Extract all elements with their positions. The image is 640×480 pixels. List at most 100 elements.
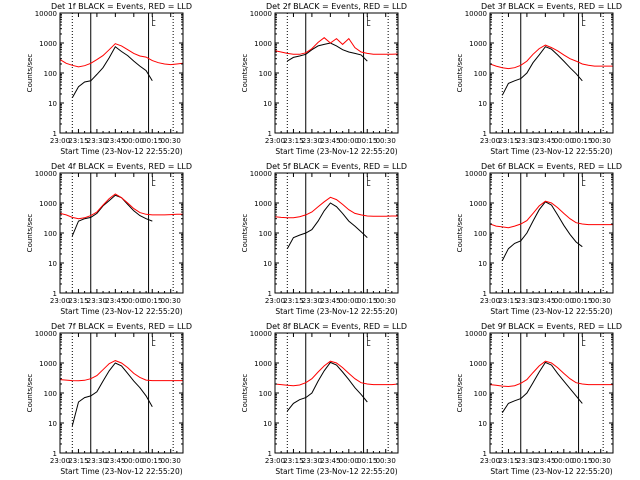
x-axis-label: Start Time (23-Nov-12 22:55:20) [275, 467, 397, 476]
x-tick-label: 23:15 [283, 297, 303, 305]
panel-title: Det 3f BLACK = Events, RED = LLD [481, 2, 622, 11]
x-tick-label: 23:15 [283, 137, 303, 145]
y-tick-label: 10000 [250, 330, 272, 338]
lld-series-line [60, 360, 183, 382]
detector-panel: Det 6f BLACK = Events, RED = LLD LL 1 10 100… [456, 162, 622, 316]
x-axis-label: Start Time (23-Nov-12 22:55:20) [275, 147, 397, 156]
x-tick-label: 23:15 [68, 297, 88, 305]
x-tick-label: 23:30 [302, 137, 322, 145]
detector-panel: Det 5f BLACK = Events, RED = LLD LL 1 10 100… [241, 162, 407, 316]
lld-series-line [275, 360, 398, 387]
events-series-line [501, 361, 583, 413]
x-tick-label: 23:30 [302, 457, 322, 465]
events-series-line [71, 194, 153, 237]
x-tick-label: 23:00 [480, 137, 500, 145]
plot-frame [274, 12, 399, 134]
x-tick-label: 00:00 [339, 457, 359, 465]
x-axis-label: Start Time (23-Nov-12 22:55:20) [60, 307, 182, 316]
y-tick-label: 100 [259, 230, 272, 238]
x-tick-label: 23:00 [50, 457, 70, 465]
y-tick-label: 100 [259, 70, 272, 78]
y-axis-label: Counts/sec [241, 214, 249, 253]
y-tick-label: 100 [474, 390, 487, 398]
y-tick-label: 100 [44, 70, 57, 78]
x-tick-label: 00:30 [376, 457, 396, 465]
x-tick-label: 23:00 [265, 137, 285, 145]
x-tick-label: 23:15 [498, 137, 518, 145]
panel-title: Det 9f BLACK = Events, RED = LLD [481, 322, 622, 331]
y-axis-label: Counts/sec [241, 54, 249, 93]
y-tick-label: 1 [268, 450, 272, 458]
y-tick-label: 10 [263, 260, 272, 268]
events-series-line [286, 202, 368, 249]
x-tick-label: 00:30 [161, 137, 181, 145]
corner-mark: L [582, 180, 586, 188]
plot-frame [489, 332, 614, 454]
y-tick-label: 1000 [39, 40, 57, 48]
series-group [60, 43, 183, 98]
x-tick-label: 23:45 [535, 137, 555, 145]
x-tick-label: 00:15 [357, 457, 377, 465]
panel-title: Det 2f BLACK = Events, RED = LLD [266, 2, 407, 11]
y-tick-label: 1000 [254, 40, 272, 48]
panel-title: Det 8f BLACK = Events, RED = LLD [266, 322, 407, 331]
x-tick-label: 23:45 [320, 137, 340, 145]
series-group [275, 37, 398, 62]
y-tick-label: 1 [53, 130, 57, 138]
y-tick-label: 1000 [469, 360, 487, 368]
x-tick-label: 00:00 [554, 137, 574, 145]
x-tick-label: 00:15 [572, 137, 592, 145]
y-tick-label: 1 [268, 130, 272, 138]
x-tick-label: 23:00 [480, 457, 500, 465]
y-tick-label: 10 [478, 260, 487, 268]
events-series-line [501, 46, 583, 96]
x-tick-label: 23:45 [535, 457, 555, 465]
y-tick-label: 10 [478, 420, 487, 428]
y-tick-label: 1000 [254, 360, 272, 368]
corner-mark: L [367, 20, 371, 28]
y-tick-label: 1000 [469, 40, 487, 48]
y-tick-label: 1 [53, 450, 57, 458]
series-group [60, 193, 183, 237]
y-tick-label: 1 [483, 450, 487, 458]
plot-frame [59, 332, 184, 454]
x-axis-label: Start Time (23-Nov-12 22:55:20) [60, 467, 182, 476]
x-tick-label: 00:30 [376, 137, 396, 145]
detector-panel: Det 8f BLACK = Events, RED = LLD LL 1 10 100… [241, 322, 407, 476]
x-tick-label: 00:15 [142, 137, 162, 145]
x-tick-label: 23:45 [105, 297, 125, 305]
x-tick-label: 23:30 [87, 297, 107, 305]
x-axis-label: Start Time (23-Nov-12 22:55:20) [490, 147, 612, 156]
x-tick-label: 23:00 [265, 297, 285, 305]
x-tick-label: 23:00 [50, 137, 70, 145]
x-tick-label: 00:00 [554, 457, 574, 465]
series-group [275, 360, 398, 412]
events-series-line [501, 201, 583, 261]
y-tick-label: 10000 [250, 10, 272, 18]
lld-series-line [275, 37, 398, 55]
y-tick-label: 10 [48, 100, 57, 108]
x-tick-label: 00:30 [161, 297, 181, 305]
x-tick-label: 23:30 [87, 137, 107, 145]
plot-frame [489, 172, 614, 294]
y-axis-label: Counts/sec [241, 374, 249, 413]
corner-mark: L [582, 20, 586, 28]
panel-title: Det 6f BLACK = Events, RED = LLD [481, 162, 622, 171]
x-axis-label: Start Time (23-Nov-12 22:55:20) [490, 307, 612, 316]
y-tick-label: 10 [263, 100, 272, 108]
panel-title: Det 4f BLACK = Events, RED = LLD [51, 162, 192, 171]
x-tick-label: 00:30 [376, 297, 396, 305]
lld-series-line [60, 43, 183, 68]
y-tick-label: 1 [483, 130, 487, 138]
y-tick-label: 100 [44, 230, 57, 238]
y-tick-label: 1000 [254, 200, 272, 208]
x-tick-label: 00:30 [591, 457, 611, 465]
series-group [490, 360, 613, 413]
detector-panel: Det 3f BLACK = Events, RED = LLD LL 1 10 100… [456, 2, 622, 156]
x-tick-label: 23:45 [105, 457, 125, 465]
lld-series-line [275, 196, 398, 219]
corner-mark: L [152, 340, 156, 348]
y-tick-label: 10000 [35, 170, 57, 178]
series-group [60, 360, 183, 427]
y-tick-label: 1000 [39, 200, 57, 208]
